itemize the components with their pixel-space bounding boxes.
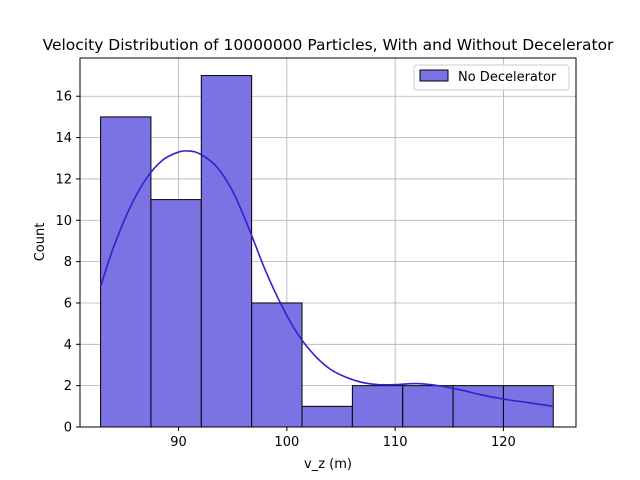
kde-line [99,149,554,408]
histogram-bar [251,302,303,428]
histogram-bar [100,116,152,428]
histogram-bar [301,405,353,428]
x-ticks: 90 100 110 120 [170,427,516,450]
bars [100,75,554,428]
histogram-bar [402,385,454,428]
x-tick-label: 90 [170,435,187,450]
histogram-bar [200,75,253,428]
histogram-bar [351,385,404,428]
y-tick-label: 2 [64,379,72,394]
x-tick-label: 100 [274,435,299,450]
y-ticks: 0 2 4 6 8 10 12 14 16 [55,90,80,436]
histogram-bar [452,385,504,428]
y-tick-label: 16 [55,90,72,105]
legend: No Decelerator [413,64,570,91]
y-tick-label: 4 [64,338,72,353]
kde-curve [99,149,554,408]
legend-swatch [419,69,449,82]
x-tick-label: 120 [491,435,516,450]
chart-title: Velocity Distribution of 10000000 Partic… [43,36,614,54]
y-tick-label: 8 [64,255,72,270]
y-tick-label: 6 [64,296,72,311]
y-axis-label: Count [33,223,48,262]
legend-box [413,64,570,91]
y-tick-label: 12 [55,172,72,187]
y-tick-label: 14 [55,131,72,146]
x-axis-label: v_z (m) [304,457,352,472]
x-tick-label: 110 [383,435,408,450]
y-tick-label: 10 [55,214,72,229]
plot-frame [79,57,577,428]
y-tick-label: 0 [64,421,72,436]
legend-label: No Decelerator [458,70,557,85]
histogram-bar [502,385,554,428]
histogram-bar [150,199,202,428]
